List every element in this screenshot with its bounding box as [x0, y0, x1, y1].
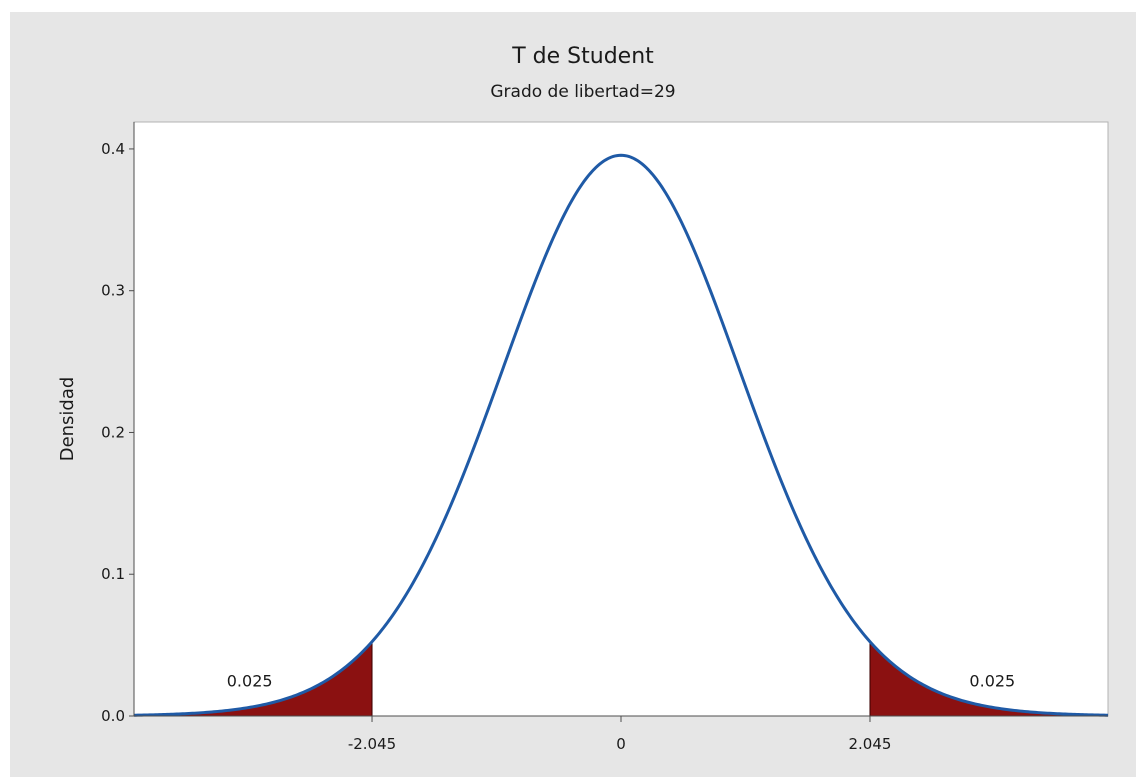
tail-probability-labels: 0.025 0.025	[227, 672, 1015, 691]
y-tick-label: 0.2	[101, 423, 125, 441]
y-axis-ticks: 0.0 0.1 0.2 0.3 0.4	[101, 140, 134, 725]
left-tail-region	[134, 641, 373, 716]
y-tick-label: 0.1	[101, 565, 125, 583]
chart-subtitle: Grado de libertad=29	[490, 82, 675, 102]
density-curve	[133, 153, 1109, 717]
x-tick-label: 2.045	[849, 735, 892, 753]
y-axis-label: Densidad	[57, 377, 78, 462]
y-tick-label: 0.3	[101, 282, 125, 300]
shaded-regions	[134, 641, 1108, 716]
chart-title: T de Student	[511, 44, 654, 69]
y-tick-label: 0.0	[101, 707, 125, 725]
right-tail-region	[869, 641, 1108, 716]
plot-area	[133, 121, 1109, 717]
x-axis-ticks: -2.045 0 2.045	[348, 716, 892, 753]
x-tick-label: -2.045	[348, 735, 396, 753]
right-tail-probability-label: 0.025	[969, 672, 1015, 691]
left-tail-probability-label: 0.025	[227, 672, 273, 691]
x-tick-label: 0	[616, 735, 626, 753]
y-tick-label: 0.4	[101, 140, 125, 158]
